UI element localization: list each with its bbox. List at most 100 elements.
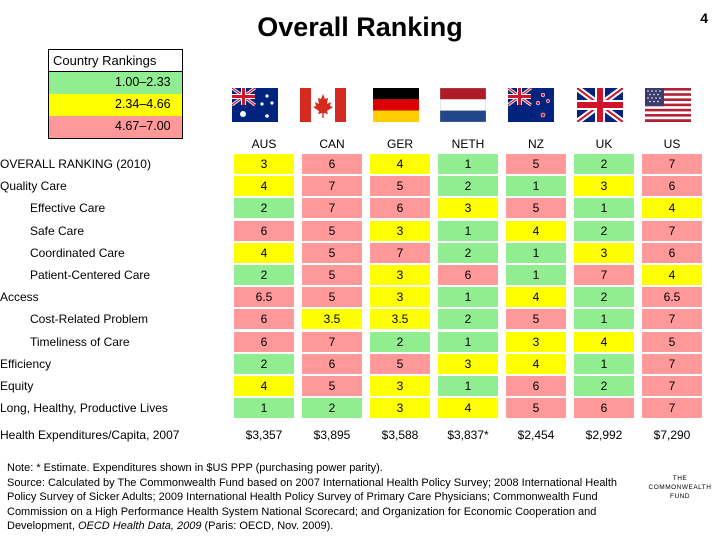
rank-cell: 1 (506, 242, 566, 263)
rank-cell: 3 (370, 376, 430, 396)
column-header-can: CAN (319, 137, 345, 151)
row-label: Access (0, 290, 39, 305)
uk-flag-icon (577, 88, 623, 122)
rank-cell: 6 (302, 154, 362, 174)
rank-cell: 2 (370, 331, 430, 352)
legend-swatch-green (49, 72, 101, 94)
row-label: Timeliness of Care (30, 334, 130, 349)
legend-title: Country Rankings (49, 50, 182, 72)
rank-cell: 6 (234, 220, 294, 241)
rank-cell: 7 (642, 376, 702, 396)
footnote: Note: * Estimate. Expenditures shown in … (7, 461, 647, 534)
rank-cell: 4 (370, 154, 430, 174)
rank-cell: 2 (574, 154, 634, 174)
rank-cell: 4 (234, 242, 294, 263)
row-label: Equity (0, 379, 34, 393)
rank-cell: 7 (642, 309, 702, 330)
rank-cell: 1 (506, 265, 566, 285)
row-label: OVERALL RANKING (2010) (0, 157, 151, 171)
rank-cell: 3.5 (370, 309, 430, 330)
legend-swatch-green-fill (101, 72, 182, 94)
rank-cell: 2 (574, 376, 634, 396)
logo-line: THE (672, 475, 688, 482)
rank-cell: 6.5 (642, 287, 702, 308)
rank-cell: 2 (234, 353, 294, 374)
legend-label: 2.34–4.66 (115, 97, 171, 111)
note-source-end: (Paris: OECD, Nov. 2009). (201, 520, 334, 533)
rank-cell: 7 (302, 198, 362, 219)
rank-cell: 2 (438, 242, 498, 263)
rank-cell: 6 (642, 242, 702, 263)
column-header-uk: UK (595, 137, 613, 151)
rank-cell: $3,895 (313, 428, 351, 443)
rank-cell: 1 (574, 309, 634, 330)
legend-label: 1.00–2.33 (115, 75, 171, 89)
rank-cell: 6 (438, 265, 498, 285)
rank-cell: 5 (370, 176, 430, 197)
rank-cell: 6 (234, 309, 294, 330)
rank-cell: 1 (438, 376, 498, 396)
rank-cell: 2 (438, 176, 498, 197)
rank-cell: 2 (234, 198, 294, 219)
rank-cell: 4 (506, 353, 566, 374)
rank-cell: 1 (574, 198, 634, 219)
note-source: Source: Calculated by The Commonwealth F… (7, 476, 618, 533)
rank-cell: 1 (438, 220, 498, 241)
rank-cell: 6.5 (234, 287, 294, 308)
rank-cell: 7 (574, 265, 634, 285)
rank-cell: 7 (302, 176, 362, 197)
rank-cell: 4 (234, 376, 294, 396)
rank-cell: 4 (642, 265, 702, 285)
netherlands-flag-icon (440, 88, 486, 122)
legend-row-red: 4.67–7.00 (49, 116, 182, 138)
row-label: Efficiency (0, 356, 52, 371)
rank-cell: 6 (642, 176, 702, 197)
rank-cell: 5 (506, 398, 566, 419)
rank-cell: 7 (642, 154, 702, 174)
rank-cell: 1 (234, 398, 294, 419)
rank-cell: 5 (506, 309, 566, 330)
row-label: Coordinated Care (30, 245, 125, 260)
rank-cell: $7,290 (653, 428, 691, 443)
rank-cell: 2 (438, 309, 498, 330)
rank-cell: 6 (302, 353, 362, 374)
rank-cell: 3 (506, 331, 566, 352)
rank-cell: 5 (506, 154, 566, 174)
rank-cell: 5 (506, 198, 566, 219)
column-header-ger: GER (386, 137, 413, 151)
rank-cell: $2,454 (517, 428, 555, 443)
rank-cell: 3.5 (302, 309, 362, 330)
rank-cell: 3 (574, 176, 634, 197)
rank-cell: 4 (506, 220, 566, 241)
column-header-us: US (663, 137, 681, 151)
rank-cell: 7 (642, 353, 702, 374)
australia-flag-icon (232, 88, 278, 122)
logo-line: FUND (669, 493, 691, 500)
rank-cell: 4 (234, 176, 294, 197)
rank-cell: 1 (438, 331, 498, 352)
rank-cell: 7 (302, 331, 362, 352)
row-label: Quality Care (0, 179, 67, 194)
rank-cell: 4 (438, 398, 498, 419)
rank-cell: 5 (302, 287, 362, 308)
row-label: Long, Healthy, Productive Lives (0, 401, 168, 416)
rank-cell: 5 (302, 376, 362, 396)
legend-row-green: 1.00–2.33 (49, 72, 182, 94)
rank-cell: 3 (234, 154, 294, 174)
rank-cell: 6 (574, 398, 634, 419)
rank-cell: 5 (302, 265, 362, 285)
legend-box: Country Rankings 1.00–2.33 2.34–4.66 4.6… (48, 49, 183, 139)
rank-cell: 1 (438, 154, 498, 174)
page-number: 4 (700, 10, 708, 26)
rank-cell: 4 (642, 198, 702, 219)
rank-cell: $2,992 (585, 428, 623, 443)
rank-cell: 2 (574, 287, 634, 308)
rank-cell: 7 (642, 220, 702, 241)
rank-cell: 2 (574, 220, 634, 241)
rank-cell: 7 (642, 398, 702, 419)
rank-cell: 5 (642, 331, 702, 352)
row-label: Effective Care (30, 201, 106, 216)
column-header-aus: AUS (251, 137, 277, 151)
commonwealth-fund-logo: THE COMMONWEALTH FUND (646, 474, 714, 501)
us-flag-icon (645, 88, 691, 122)
